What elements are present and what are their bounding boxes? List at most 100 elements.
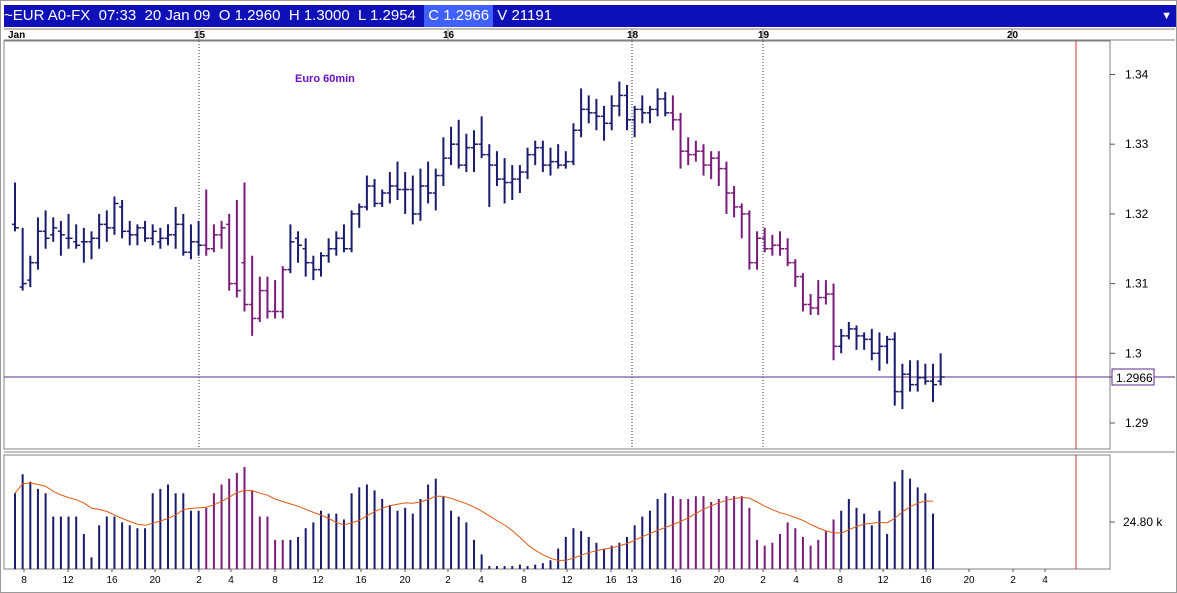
ohlc-bar (50, 217, 58, 242)
ohlc-bar (187, 224, 195, 260)
ohlc-bar (662, 91, 670, 117)
x-axis-label: 4 (228, 575, 234, 586)
ohlc-bar (539, 140, 547, 173)
ohlc-bar (57, 220, 65, 256)
ohlc-bar (876, 332, 884, 371)
ohlc-bar (524, 147, 532, 180)
ohlc-bar (432, 168, 440, 211)
ohlc-bar (922, 363, 930, 385)
ohlc-bar (700, 144, 708, 176)
ohlc-bar (455, 119, 463, 169)
ohlc-bar (157, 227, 165, 249)
ohlc-bar (318, 252, 325, 277)
ohlc-bar (119, 199, 127, 239)
ohlc-bar (624, 84, 631, 131)
ohlc-bar (777, 231, 784, 256)
ohlc-bar (754, 231, 762, 270)
ohlc-bar (853, 325, 861, 350)
ohlc-bar (264, 276, 272, 319)
ohlc-bar (210, 224, 218, 253)
ohlc-bar (555, 144, 563, 169)
ohlc-bar (65, 213, 73, 249)
x-axis-label: 16 (670, 575, 682, 586)
ohlc-bar (463, 133, 471, 173)
ohlc-bar (891, 332, 899, 406)
ohlc-bar (845, 321, 853, 340)
x-axis-label: 16 (355, 575, 367, 586)
top-axis-label: Jan (8, 30, 25, 41)
ohlc-bar (578, 88, 586, 138)
top-axis-label: 20 (1007, 30, 1019, 41)
ohlc-bar (203, 189, 211, 256)
ohlc-bar (80, 227, 88, 263)
ohlc-bar (822, 280, 830, 305)
ohlc-bar (685, 137, 693, 166)
ohlc-bar (532, 140, 540, 166)
ohlc-bar (937, 353, 945, 386)
y-axis-label: 1.31 (1125, 277, 1149, 291)
x-axis-label: 12 (62, 575, 74, 586)
ohlc-bar (295, 231, 303, 263)
x-axis-label: 16 (106, 575, 118, 586)
ohlc-bar (440, 137, 448, 187)
x-axis-label: 8 (837, 575, 843, 586)
ohlc-bar (73, 224, 81, 249)
x-axis-label: 16 (920, 575, 932, 586)
x-axis-label: 12 (312, 575, 324, 586)
ohlc-bar (340, 224, 348, 253)
ohlc-bar (356, 203, 364, 228)
open-label: O 1.2960 (218, 7, 281, 24)
y-axis-label: 1.33 (1125, 137, 1149, 151)
x-axis-label: 8 (521, 575, 527, 586)
ohlc-bar (570, 123, 578, 166)
x-axis-label: 12 (561, 575, 573, 586)
ohlc-bar (585, 95, 593, 124)
x-axis-label: 4 (793, 575, 799, 586)
x-axis-label: 13 (626, 575, 638, 586)
triangle-down-icon[interactable]: ▼ (1161, 10, 1172, 22)
ohlc-bar (708, 151, 716, 180)
ohlc-bar (731, 186, 739, 218)
x-axis-label: 4 (478, 575, 484, 586)
ohlc-bar (792, 259, 800, 288)
y-axis-label: 1.29 (1125, 416, 1149, 430)
ohlc-bar (593, 98, 601, 131)
x-axis-label: 2 (1010, 575, 1016, 586)
ohlc-bar (371, 179, 379, 207)
ohlc-bar (493, 151, 501, 187)
volume-label: V 21191 (497, 7, 553, 24)
ohlc-bar (884, 335, 892, 364)
ohlc-bar (256, 276, 264, 322)
ohlc-bar (654, 88, 662, 117)
ohlc-bar (547, 147, 555, 176)
ohlc-bar (348, 210, 356, 253)
ohlc-bar (379, 189, 387, 207)
ohlc-bar (448, 126, 456, 166)
ohlc-bar (738, 203, 746, 239)
ohlc-bar (799, 273, 807, 312)
top-axis-label: 18 (627, 30, 639, 41)
ohlc-bar (516, 165, 524, 193)
ohlc-bar (715, 151, 723, 187)
y-axis-label: 1.34 (1125, 68, 1149, 82)
volume-panel-frame (3, 454, 1111, 570)
ohlc-bar (631, 105, 639, 138)
ohlc-bar (784, 238, 792, 267)
ohlc-bar (12, 182, 19, 232)
ohlc-bar (769, 234, 777, 256)
ohlc-bar (646, 105, 654, 124)
ohlc-bar (111, 196, 119, 235)
x-axis-label: 2 (196, 575, 202, 586)
ohlc-bar (333, 231, 341, 256)
ohlc-bar (126, 220, 134, 246)
ohlc-bar (608, 95, 616, 131)
ohlc-bar (723, 161, 731, 214)
ohlc-bar (241, 182, 249, 312)
y-axis-label: 1.3 (1125, 346, 1142, 360)
ohlc-bar (639, 95, 647, 124)
ohlc-bar (180, 213, 188, 256)
ohlc-bar (142, 220, 150, 242)
last-price-label: 1.2966 (1116, 371, 1153, 385)
ohlc-bar (601, 105, 609, 141)
ohlc-bar (471, 130, 478, 173)
